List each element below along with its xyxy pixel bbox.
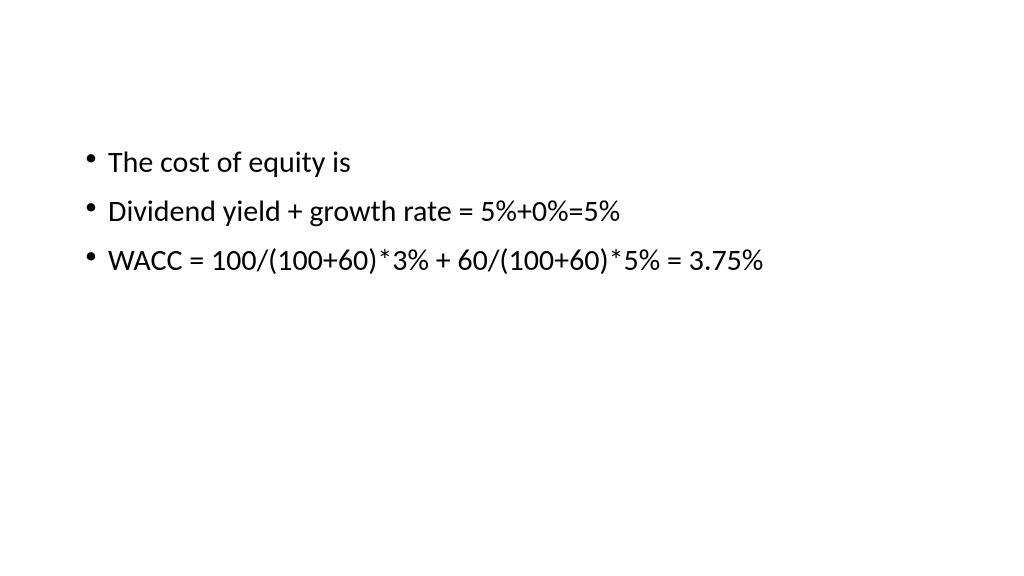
bullet-item: Dividend yield + growth rate = 5%+0%=5% <box>80 189 944 234</box>
bullet-text: Dividend yield + growth rate = 5%+0%=5% <box>108 193 620 230</box>
bullet-item: WACC = 100/(100+60)*3% + 60/(100+60)*5% … <box>80 238 944 283</box>
bullet-text: The cost of equity is <box>108 144 351 181</box>
bullet-item: The cost of equity is <box>80 140 944 185</box>
slide-bullet-list: The cost of equity is Dividend yield + g… <box>80 140 944 283</box>
bullet-text: WACC = 100/(100+60)*3% + 60/(100+60)*5% … <box>108 242 763 279</box>
